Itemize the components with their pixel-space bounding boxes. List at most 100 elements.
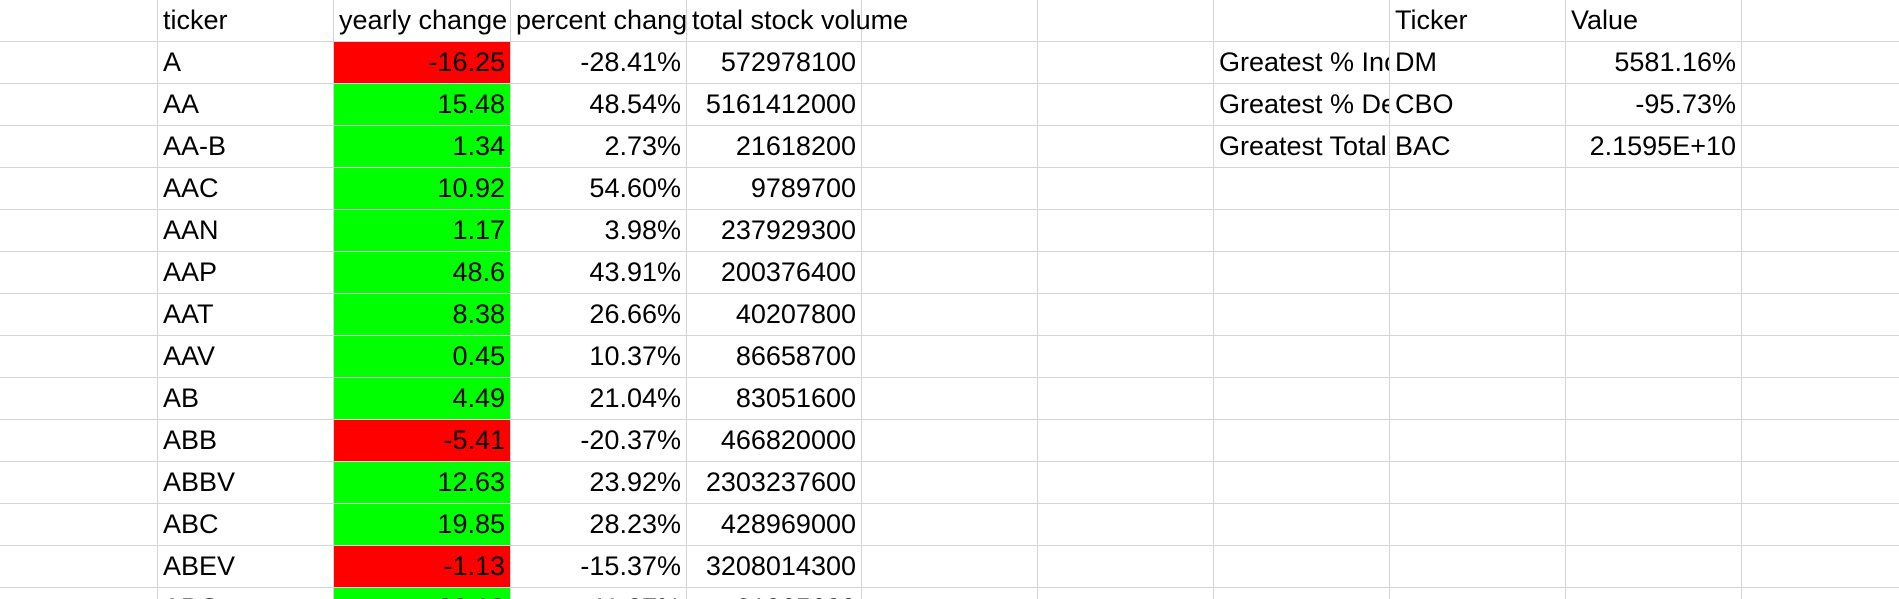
empty-cell[interactable] xyxy=(1390,378,1566,420)
empty-cell[interactable] xyxy=(1038,546,1214,588)
empty-cell[interactable] xyxy=(1390,420,1566,462)
ticker-cell[interactable]: ABBV xyxy=(158,462,334,504)
ticker-cell[interactable]: AA xyxy=(158,84,334,126)
empty-cell[interactable] xyxy=(1038,252,1214,294)
empty-cell[interactable] xyxy=(1742,588,1899,599)
header-yearly-change[interactable]: yearly change xyxy=(334,0,511,42)
yearly-change-cell[interactable]: 10.92 xyxy=(334,168,511,210)
empty-cell[interactable] xyxy=(0,546,158,588)
empty-cell[interactable] xyxy=(1390,252,1566,294)
empty-cell[interactable] xyxy=(0,336,158,378)
empty-cell[interactable] xyxy=(1566,546,1742,588)
empty-cell[interactable] xyxy=(1742,252,1899,294)
empty-cell[interactable] xyxy=(0,252,158,294)
empty-cell[interactable] xyxy=(1038,42,1214,84)
empty-cell[interactable] xyxy=(862,294,1038,336)
empty-cell[interactable] xyxy=(1742,210,1899,252)
total-volume-cell[interactable]: 2303237600 xyxy=(687,462,862,504)
empty-cell[interactable] xyxy=(0,42,158,84)
empty-cell[interactable] xyxy=(1390,546,1566,588)
empty-cell[interactable] xyxy=(1742,42,1899,84)
empty-cell[interactable] xyxy=(1390,336,1566,378)
empty-cell[interactable] xyxy=(1214,588,1390,599)
empty-cell[interactable] xyxy=(1214,294,1390,336)
percent-change-cell[interactable]: 10.37% xyxy=(511,336,687,378)
percent-change-cell[interactable]: 28.23% xyxy=(511,504,687,546)
header-ticker[interactable]: ticker xyxy=(158,0,334,42)
yearly-change-cell[interactable]: -5.41 xyxy=(334,420,511,462)
total-volume-cell[interactable]: 5161412000 xyxy=(687,84,862,126)
empty-cell[interactable] xyxy=(1038,504,1214,546)
empty-cell[interactable] xyxy=(1038,84,1214,126)
summary-ticker-cell[interactable]: CBO xyxy=(1390,84,1566,126)
empty-cell[interactable] xyxy=(862,462,1038,504)
empty-cell[interactable] xyxy=(862,84,1038,126)
empty-cell[interactable] xyxy=(1742,546,1899,588)
empty-cell[interactable] xyxy=(1390,168,1566,210)
total-volume-cell[interactable]: 466820000 xyxy=(687,420,862,462)
yearly-change-cell[interactable]: 48.6 xyxy=(334,252,511,294)
total-volume-cell[interactable]: 428969000 xyxy=(687,504,862,546)
empty-cell[interactable] xyxy=(1038,126,1214,168)
summary-value-cell[interactable]: -95.73% xyxy=(1566,84,1742,126)
ticker-cell[interactable]: AAN xyxy=(158,210,334,252)
empty-cell[interactable] xyxy=(1566,378,1742,420)
empty-cell[interactable] xyxy=(1390,294,1566,336)
empty-cell[interactable] xyxy=(1390,210,1566,252)
ticker-cell[interactable]: ABEV xyxy=(158,546,334,588)
ticker-cell[interactable]: AA-B xyxy=(158,126,334,168)
empty-cell[interactable] xyxy=(1742,462,1899,504)
empty-cell[interactable] xyxy=(1038,294,1214,336)
total-volume-cell[interactable]: 200376400 xyxy=(687,252,862,294)
yearly-change-cell[interactable]: 19.85 xyxy=(334,504,511,546)
empty-cell[interactable] xyxy=(1038,0,1214,42)
empty-cell[interactable] xyxy=(1742,0,1899,42)
empty-cell[interactable] xyxy=(1742,84,1899,126)
percent-change-cell[interactable]: 48.54% xyxy=(511,84,687,126)
header-total-stock-volume[interactable]: total stock volume xyxy=(687,0,908,42)
summary-value-cell[interactable]: 2.1595E+10 xyxy=(1566,126,1742,168)
empty-cell[interactable] xyxy=(1214,336,1390,378)
total-volume-cell[interactable]: 40207800 xyxy=(687,294,862,336)
empty-cell[interactable] xyxy=(1742,294,1899,336)
empty-cell[interactable] xyxy=(0,210,158,252)
ticker-cell[interactable]: AAP xyxy=(158,252,334,294)
empty-cell[interactable] xyxy=(1566,420,1742,462)
empty-cell[interactable] xyxy=(1742,378,1899,420)
empty-cell[interactable] xyxy=(862,126,1038,168)
summary-value-cell[interactable]: 5581.16% xyxy=(1566,42,1742,84)
yearly-change-cell[interactable]: 1.34 xyxy=(334,126,511,168)
ticker-cell[interactable]: AAT xyxy=(158,294,334,336)
empty-cell[interactable] xyxy=(1566,168,1742,210)
total-volume-cell[interactable]: 81965600 xyxy=(687,588,862,599)
header-percent-change[interactable]: percent change xyxy=(511,0,687,42)
summary-header-ticker[interactable]: Ticker xyxy=(1390,0,1566,42)
summary-ticker-cell[interactable]: DM xyxy=(1390,42,1566,84)
yearly-change-cell[interactable]: 22.18 xyxy=(334,588,511,599)
empty-cell[interactable] xyxy=(1214,168,1390,210)
percent-change-cell[interactable]: -28.41% xyxy=(511,42,687,84)
total-volume-cell[interactable]: 86658700 xyxy=(687,336,862,378)
empty-cell[interactable] xyxy=(862,0,1038,42)
empty-cell[interactable] xyxy=(0,378,158,420)
percent-change-cell[interactable]: 54.60% xyxy=(511,168,687,210)
empty-cell[interactable] xyxy=(1390,588,1566,599)
summary-label-cell[interactable]: Greatest Total Volume xyxy=(1214,126,1390,168)
empty-cell[interactable] xyxy=(862,252,1038,294)
empty-cell[interactable] xyxy=(1214,252,1390,294)
empty-cell[interactable] xyxy=(862,504,1038,546)
empty-cell[interactable] xyxy=(862,378,1038,420)
ticker-cell[interactable]: AB xyxy=(158,378,334,420)
summary-header-value[interactable]: Value xyxy=(1566,0,1742,42)
empty-cell[interactable] xyxy=(862,210,1038,252)
yearly-change-cell[interactable]: 12.63 xyxy=(334,462,511,504)
percent-change-cell[interactable]: 41.27% xyxy=(511,588,687,599)
empty-cell[interactable] xyxy=(0,504,158,546)
yearly-change-cell[interactable]: 1.17 xyxy=(334,210,511,252)
empty-cell[interactable] xyxy=(0,0,158,42)
empty-cell[interactable] xyxy=(1566,294,1742,336)
empty-cell[interactable] xyxy=(1390,462,1566,504)
empty-cell[interactable] xyxy=(862,336,1038,378)
empty-cell[interactable] xyxy=(1214,420,1390,462)
total-volume-cell[interactable]: 9789700 xyxy=(687,168,862,210)
